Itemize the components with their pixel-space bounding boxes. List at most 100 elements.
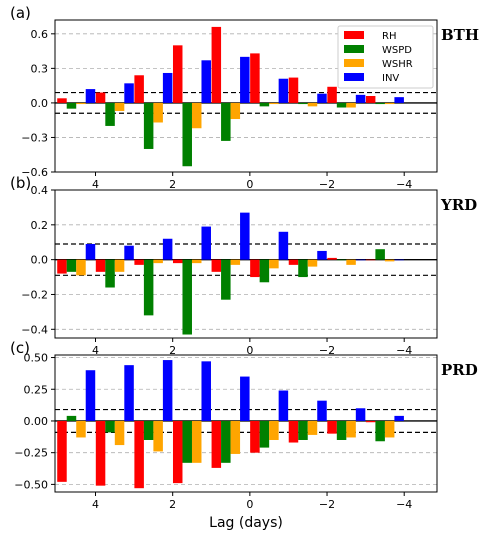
panel-2-bar-wspd [375,249,385,260]
panel-3-panel-label: (c) [10,339,30,357]
panel-2-region-label: YRD [440,196,477,214]
panel-1-region-label: BTH [441,26,479,44]
panel-2-bar-wspd [105,259,115,288]
panel-2-bar-rh [288,259,299,265]
panel-3-ytick-label: 0.25 [24,383,49,396]
panel-1-bar-inv [278,78,289,103]
panel-2-xtick-label: −4 [396,344,412,357]
panel-1-bar-rh [57,98,67,103]
panel-2-bar-wshr [307,259,318,267]
panel-1-bar-rh [211,26,222,103]
panel-3-bar-inv [240,376,250,421]
panel-1-bar-wspd [143,102,154,149]
panel-2-bar-rh [134,259,144,265]
x-axis-title: Lag (days) [209,515,283,531]
panel-3-bar-wspd [221,420,231,463]
panel-1-bar-wshr [76,102,86,105]
panel-3-bar-rh [288,420,299,443]
panel-3-bar-rh [327,420,337,434]
panel-3-bar-inv [394,415,404,421]
panel-2-bar-wshr [114,259,125,272]
panel-1-bar-inv [85,89,96,103]
panel-2-panel-label: (b) [10,174,31,192]
panel-2-bar-wspd [66,259,77,272]
legend-box [337,25,434,89]
panel-1-ytick-label: −0.6 [21,166,48,179]
panel-3-ytick-label: −0.50 [14,478,48,491]
panel-2-bar-rh [57,259,67,274]
panel-3-bar-wspd [298,420,308,440]
panel-2-xtick-label: 4 [92,344,99,357]
panel-1-bar-wshr [153,102,163,123]
panel-1-bar-inv [355,94,366,103]
panel-3-bar-wshr [191,420,202,463]
panel-1-panel-label: (a) [10,4,31,22]
panel-1-bar-inv [240,56,250,103]
panel-3-xtick-label: −2 [319,498,335,511]
panel-3-ytick-label: −0.25 [14,447,48,460]
panel-3-bar-wspd [143,420,154,440]
panel-3-xtick-label: 4 [92,498,99,511]
legend-label-inv: INV [382,73,399,84]
panel-3-bar-wspd [259,420,270,448]
panel-1-bar-wshr [346,102,356,108]
panel-1-bar-rh [250,53,260,103]
panel-1-bar-inv [201,60,211,103]
panel-2-bar-inv [394,259,404,261]
panel-3-bar-rh [57,420,67,482]
panel-1-ytick-label: 0.3 [31,62,49,75]
legend-label-rh: RH [382,31,396,42]
panel-2-bar-rh [172,259,183,264]
panel-2-bar-inv [162,238,173,260]
panel-2-bar-rh [365,259,376,261]
panel-3-bar-wshr [230,420,241,454]
panel-3-bar-inv [162,360,173,421]
legend-label-wspd: WSPD [382,45,412,56]
panel-2-frame [54,189,438,339]
panel-1-bar-rh [95,92,106,103]
panel-3-bar-inv [201,361,211,421]
panel-3-bar-rh [95,420,106,486]
panel-1-bar-rh [365,96,376,103]
panel-2-ytick-label: 0.0 [31,254,49,267]
panel-2-ytick-label: 0.2 [31,219,49,232]
panel-2-bar-inv [317,250,327,260]
panel-1-xtick-label: −2 [319,178,335,191]
panel-1-bar-wshr [230,102,241,120]
panel-3-bar-rh [211,420,222,468]
legend-label-wshr: WSHR [382,59,413,70]
legend-swatch-rh [344,31,364,39]
panel-1-bar-wshr [307,102,318,107]
panel-3-bar-wshr [153,420,163,452]
panel-1-bar-wspd [66,102,77,109]
panel-1-xtick-label: 4 [92,178,99,191]
panel-2-bar-wspd [143,259,154,316]
panel-1-bar-wspd [105,102,115,126]
panel-2-bar-inv [85,243,96,260]
panel-3-xtick-label: −4 [396,498,412,511]
panel-2-bar-rh [250,259,260,278]
panel-1-bar-wspd [221,102,231,141]
panel-2-bar-inv [240,212,250,260]
panel-3-bar-wshr [76,420,86,438]
panel-2-bar-inv [124,245,134,260]
panel-2-bar-wspd [336,259,347,261]
legend-swatch-inv [344,73,364,81]
panel-1-bar-rh [288,77,299,103]
panel-1-bar-rh [134,75,144,103]
panel-3-ytick-label: 0.00 [24,415,49,428]
panel-3-xtick-label: 2 [169,498,176,511]
panel-3-bar-inv [317,400,327,421]
panel-1-bar-wspd [298,102,308,105]
panel-3-bar-rh [365,420,376,423]
panel-1-frame [54,19,438,173]
panel-2-bar-wshr [384,259,395,262]
panel-2-bar-inv [355,259,366,261]
panel-2-bar-wspd [221,259,231,300]
panel-2-bar-inv [201,226,211,260]
panel-1-ytick-label: 0.6 [31,28,49,41]
panel-1-bar-inv [317,93,327,103]
panel-2-bar-wshr [269,259,279,269]
panel-3-bar-wshr [384,420,395,438]
panel-1-bar-wshr [191,102,202,129]
